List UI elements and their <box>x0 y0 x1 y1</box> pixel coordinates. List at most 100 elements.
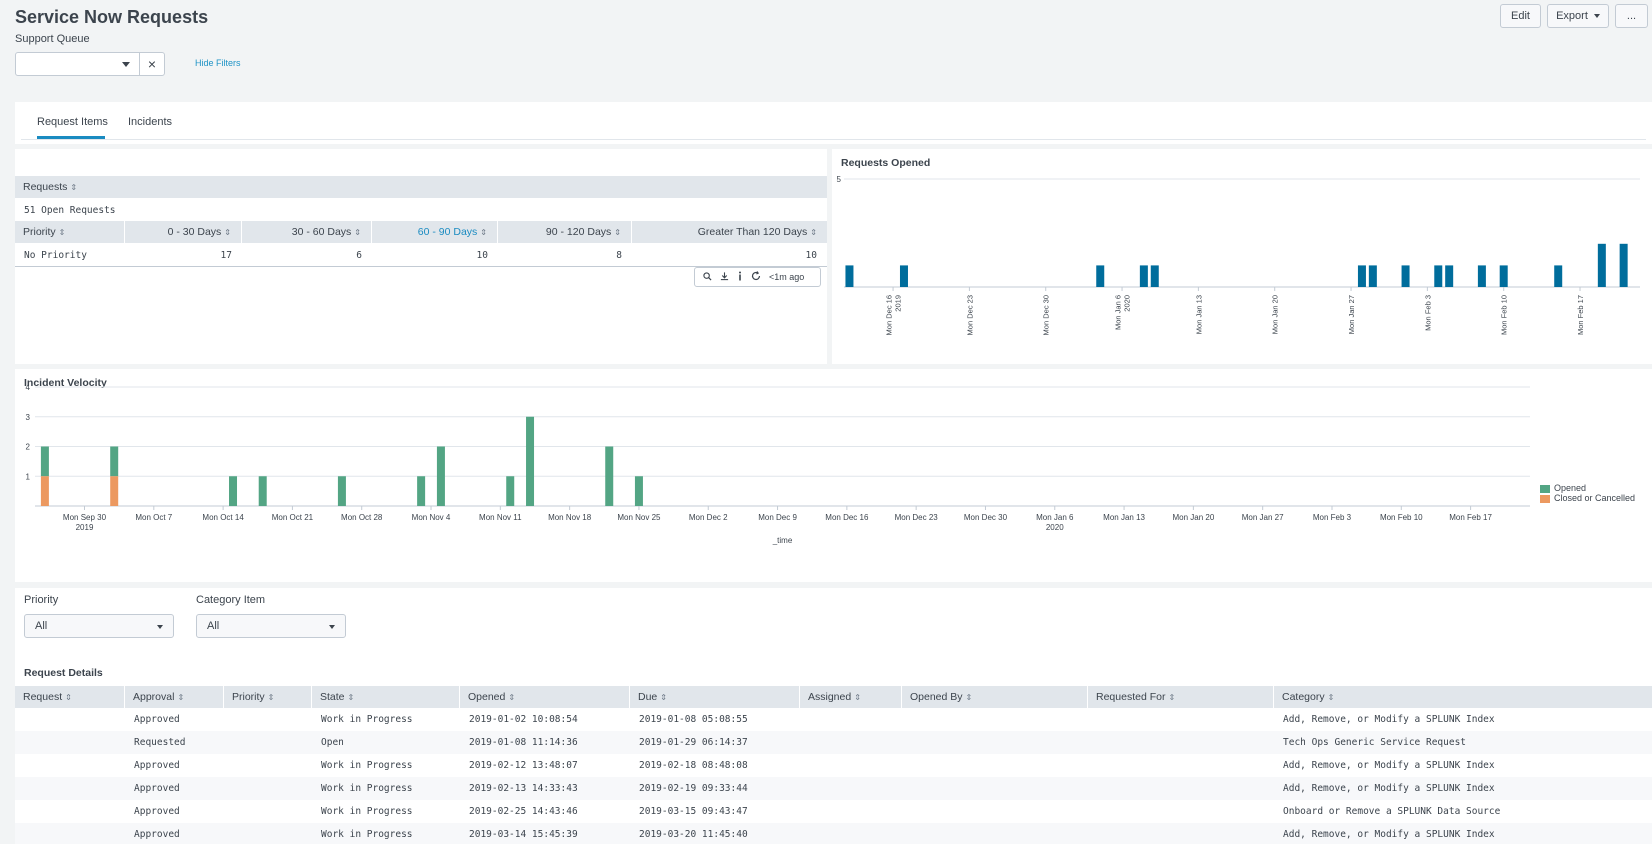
requests-column-header[interactable]: Requests ⇕ <box>15 176 827 198</box>
bar-opened[interactable] <box>506 476 515 506</box>
x-tick-label: Mon Feb 10 <box>1380 513 1423 522</box>
hide-filters-link[interactable]: Hide Filters <box>195 58 241 68</box>
col-greater-120-label: Greater Than 120 Days <box>697 226 808 238</box>
bar-opened[interactable] <box>337 476 346 506</box>
col-0-30-days[interactable]: 0 - 30 Days ⇕ <box>125 221 242 243</box>
x-tick-label: Mon Jan 20 <box>1271 295 1280 334</box>
bar-opened[interactable] <box>436 446 445 507</box>
col-greater-120-days[interactable]: Greater Than 120 Days ⇕ <box>632 221 827 243</box>
bar[interactable] <box>1150 265 1159 287</box>
table-row[interactable]: Approved Work in Progress 2019-02-13 14:33… <box>15 777 1652 800</box>
x-tick-label: Mon Oct 21 <box>272 513 314 522</box>
bar[interactable] <box>1499 265 1508 287</box>
bar[interactable] <box>1434 265 1443 287</box>
info-icon[interactable] <box>737 271 743 283</box>
bar-closed[interactable] <box>40 476 49 506</box>
col-priority[interactable]: Priority ⇕ <box>224 686 312 708</box>
col-30-60-days[interactable]: 30 - 60 Days ⇕ <box>242 221 372 243</box>
bar[interactable] <box>1357 265 1366 287</box>
edit-button-label: Edit <box>1511 10 1530 22</box>
download-icon[interactable] <box>720 271 729 283</box>
legend-item-opened[interactable]: Opened <box>1540 483 1635 493</box>
bar-opened[interactable] <box>634 476 643 506</box>
state-cell: Work in Progress <box>321 760 413 771</box>
category-filter-dropdown[interactable]: All <box>196 614 346 638</box>
col-due[interactable]: Due ⇕ <box>630 686 800 708</box>
bar[interactable] <box>1445 265 1454 287</box>
category-cell: Add, Remove, or Modify a SPLUNK Index <box>1283 783 1495 794</box>
legend-label: Closed or Cancelled <box>1554 493 1636 503</box>
x-tick-label: Mon Jan 27 <box>1242 513 1284 522</box>
x-axis-label: _time <box>772 536 793 545</box>
panel-toolbar: <1m ago <box>694 267 821 287</box>
bar[interactable] <box>1597 243 1606 287</box>
x-tick-text: 2019 <box>894 295 903 312</box>
bar[interactable] <box>1139 265 1148 287</box>
bar-closed[interactable] <box>110 476 119 506</box>
col-category-label: Category <box>1282 691 1325 703</box>
y-tick-label: 5 <box>837 175 842 184</box>
chevron-down-icon <box>1593 14 1600 18</box>
approval-cell: Approved <box>134 714 180 725</box>
export-button[interactable]: Export <box>1547 4 1609 28</box>
bar-opened[interactable] <box>40 446 49 477</box>
request-details-title: Request Details <box>24 667 103 679</box>
sort-icon: ⇕ <box>508 693 516 702</box>
bar-opened[interactable] <box>526 416 535 506</box>
bar-opened[interactable] <box>258 476 267 506</box>
bar[interactable] <box>1368 265 1377 287</box>
bar[interactable] <box>845 265 854 287</box>
col-opened-by[interactable]: Opened By ⇕ <box>902 686 1088 708</box>
bar-opened[interactable] <box>229 476 238 506</box>
col-assigned[interactable]: Assigned ⇕ <box>800 686 902 708</box>
incident-velocity-panel: Incident Velocity 1 2 3 4 Mon Sep 30 2019 Mon … <box>15 369 1652 582</box>
col-opened[interactable]: Opened ⇕ <box>460 686 630 708</box>
col-90-120-days[interactable]: 90 - 120 Days ⇕ <box>498 221 632 243</box>
col-priority[interactable]: Priority ⇕ <box>15 221 125 243</box>
col-60-90-days[interactable]: 60 - 90 Days ⇕ <box>372 221 498 243</box>
bar[interactable] <box>1477 265 1486 287</box>
table-row[interactable]: Approved Work in Progress 2019-03-14 15:45… <box>15 823 1652 844</box>
tab-request-items[interactable]: Request Items <box>37 116 108 128</box>
details-header-row: Request ⇕ Approval ⇕ Priority ⇕ State ⇕ Open… <box>15 686 1652 708</box>
x-tick-label: Mon Jan 6 <box>1036 513 1074 522</box>
col-request[interactable]: Request ⇕ <box>15 686 125 708</box>
tab-incidents[interactable]: Incidents <box>128 116 173 128</box>
edit-button[interactable]: Edit <box>1500 4 1541 28</box>
due-cell: 2019-02-19 09:33:44 <box>639 783 748 794</box>
more-actions-label: ... <box>1626 10 1637 22</box>
bar[interactable] <box>1554 265 1563 287</box>
bar-opened[interactable] <box>417 476 426 506</box>
bar[interactable] <box>1401 265 1410 287</box>
search-icon[interactable] <box>703 271 712 283</box>
sort-icon: ⇕ <box>614 228 621 237</box>
table-row[interactable]: Approved Work in Progress 2019-02-12 13:48… <box>15 754 1652 777</box>
col-approval[interactable]: Approval ⇕ <box>125 686 224 708</box>
x-tick-label: Mon Feb 17 <box>1576 295 1585 335</box>
bar[interactable] <box>1096 265 1105 287</box>
legend-item-closed[interactable]: Closed or Cancelled <box>1540 493 1635 503</box>
table-row[interactable]: Requested Open 2019-01-08 11:14:36 2019-01-… <box>15 731 1652 754</box>
table-row[interactable]: Approved Work in Progress 2019-01-02 10:08… <box>15 708 1652 731</box>
bar[interactable] <box>1619 243 1628 287</box>
sort-icon: ⇕ <box>1168 693 1176 702</box>
clear-support-queue-button[interactable]: × <box>139 52 165 76</box>
approval-cell: Approved <box>134 829 180 840</box>
more-actions-button[interactable]: ... <box>1615 4 1648 28</box>
support-queue-select[interactable] <box>15 52 140 76</box>
x-tick-label: Mon Dec 30 <box>1042 295 1051 335</box>
bar[interactable] <box>899 265 908 287</box>
col-opened-label: Opened <box>468 691 506 703</box>
col-requested-for[interactable]: Requested For ⇕ <box>1088 686 1274 708</box>
col-state[interactable]: State ⇕ <box>312 686 460 708</box>
bar-opened[interactable] <box>605 446 614 507</box>
x-tick-label: Mon Nov 18 <box>548 513 592 522</box>
refresh-icon[interactable] <box>751 271 761 283</box>
col-category[interactable]: Category ⇕ <box>1274 686 1652 708</box>
priority-filter-dropdown[interactable]: All <box>24 614 174 638</box>
x-tick-label: Mon Nov 4 <box>412 513 451 522</box>
x-tick-text: Mon Jan 6 <box>1114 295 1123 330</box>
due-cell: 2019-02-18 08:48:08 <box>639 760 748 771</box>
bar-opened[interactable] <box>110 446 119 477</box>
table-row[interactable]: Approved Work in Progress 2019-02-25 14:43… <box>15 800 1652 823</box>
